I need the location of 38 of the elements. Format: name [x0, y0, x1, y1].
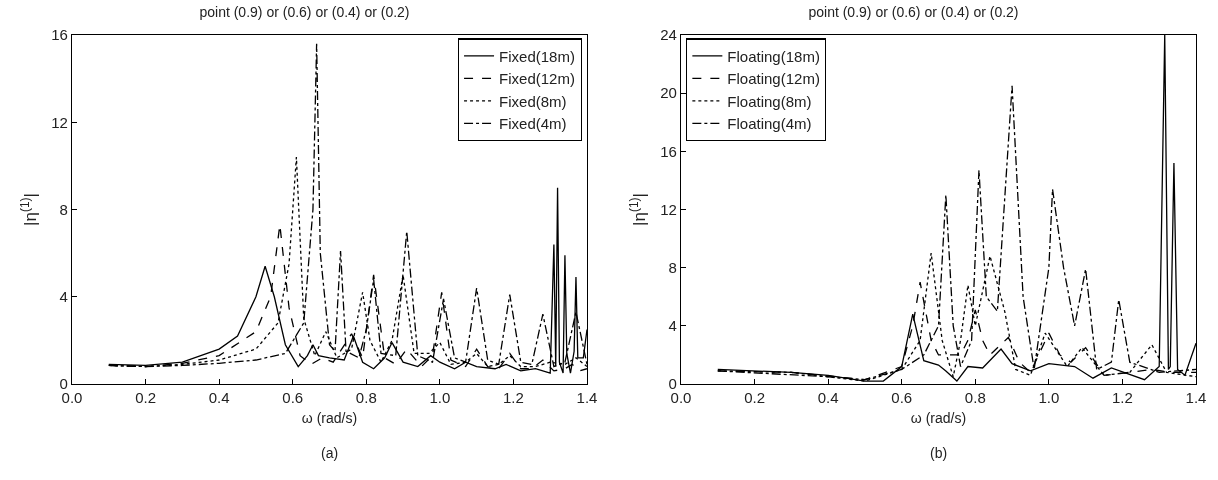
chart-title: point (0.9) or (0.6) or (0.4) or (0.2) — [199, 4, 410, 20]
x-tick-label: 0.6 — [891, 389, 913, 407]
x-tick-label: 0.8 — [355, 389, 377, 407]
legend-label: Floating(12m) — [727, 70, 820, 88]
y-tick-label: 16 — [51, 26, 68, 44]
x-axis-title: ω (rad/s) — [301, 410, 358, 427]
x-tick-label: 1.2 — [1112, 389, 1133, 407]
legend-label: Fixed(4m) — [499, 115, 567, 133]
x-tick-label: 1.0 — [1038, 389, 1060, 407]
y-tick-label: 8 — [668, 258, 677, 276]
y-tick-label: 12 — [51, 113, 68, 131]
x-tick-label: 0.4 — [817, 389, 839, 407]
legend-label: Floating(4m) — [727, 115, 812, 133]
x-tick-label: 0.8 — [964, 389, 986, 407]
x-tick-label: 0.2 — [744, 389, 765, 407]
y-tick-label: 20 — [660, 84, 677, 102]
y-tick-label: 16 — [660, 142, 677, 160]
x-tick-label: 1.4 — [576, 389, 598, 407]
legend-label: Fixed(12m) — [499, 70, 575, 88]
legend-label: Floating(18m) — [727, 47, 820, 65]
text: (b) — [930, 445, 948, 461]
legend-label: Fixed(18m) — [499, 47, 575, 65]
legend-label: Floating(8m) — [727, 92, 812, 110]
x-tick-label: 1.4 — [1185, 389, 1207, 407]
text: (a) — [321, 445, 339, 461]
y-tick-label: 4 — [59, 288, 68, 305]
y-tick-label: 8 — [59, 200, 68, 218]
x-axis-title: ω (rad/s) — [910, 410, 967, 427]
y-tick-label: 12 — [660, 200, 677, 218]
legend-label: Fixed(8m) — [499, 92, 567, 110]
y-tick-label: 24 — [660, 26, 677, 44]
x-tick-label: 0.6 — [282, 389, 304, 407]
x-tick-label: 1.0 — [429, 389, 451, 407]
x-tick-label: 1.2 — [503, 389, 524, 407]
chart-title: point (0.9) or (0.6) or (0.4) or (0.2) — [808, 4, 1019, 20]
y-tick-label: 4 — [668, 317, 677, 335]
x-tick-label: 0.4 — [208, 389, 230, 407]
x-tick-label: 0.2 — [135, 389, 156, 407]
